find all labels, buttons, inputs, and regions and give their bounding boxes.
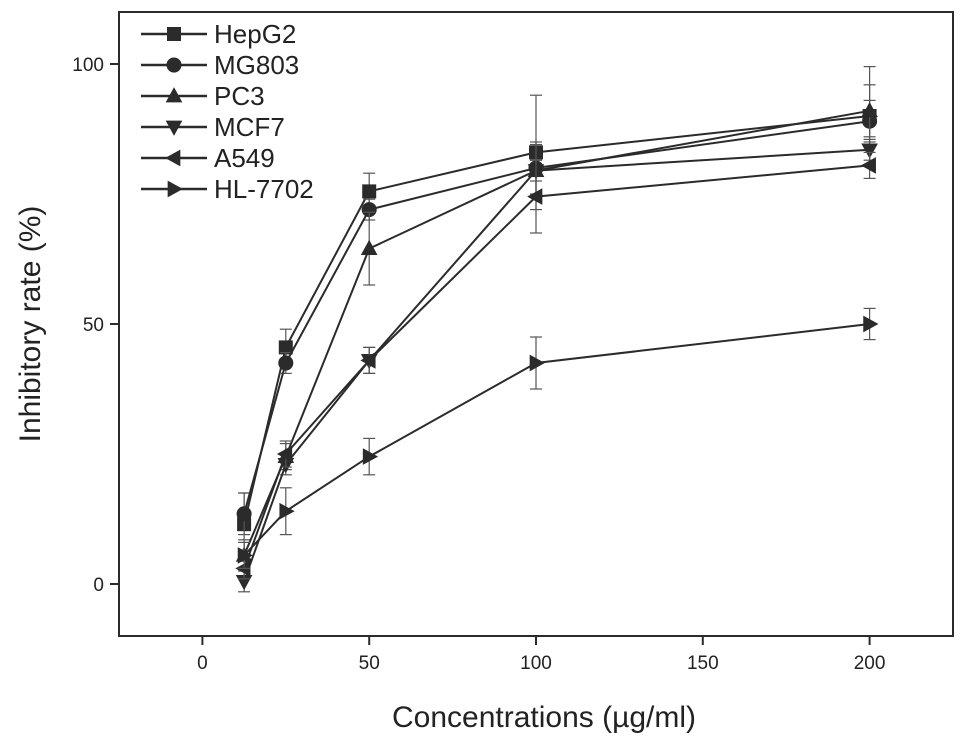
series-hl-7702 bbox=[237, 307, 879, 570]
series-mcf7 bbox=[235, 138, 878, 593]
y-tick-label: 0 bbox=[93, 575, 104, 596]
legend-marker bbox=[167, 180, 183, 198]
legend-marker bbox=[165, 87, 183, 103]
series-hepg2 bbox=[237, 65, 877, 557]
data-point bbox=[527, 188, 543, 205]
x-tick-label: 50 bbox=[359, 653, 380, 674]
legend-marker bbox=[166, 57, 182, 73]
data-point bbox=[237, 547, 253, 564]
legend-item-pc3: PC3 bbox=[141, 81, 265, 111]
legend-item-hl-7702: HL-7702 bbox=[141, 174, 314, 204]
data-point bbox=[863, 315, 879, 333]
x-axis-ticks: 0 50 100 150 200 bbox=[197, 636, 885, 674]
data-point bbox=[279, 502, 295, 520]
y-axis-title: Inhibitory rate (%) bbox=[14, 206, 47, 443]
data-point bbox=[860, 157, 876, 174]
data-point bbox=[362, 184, 377, 199]
data-point bbox=[278, 355, 294, 371]
series-line bbox=[243, 164, 870, 569]
data-point bbox=[529, 354, 545, 372]
y-tick-label: 100 bbox=[72, 55, 104, 76]
legend-marker bbox=[165, 149, 181, 167]
data-point bbox=[236, 506, 252, 522]
legend-marker bbox=[165, 120, 183, 136]
y-axis-ticks: 0 50 100 bbox=[72, 55, 119, 596]
data-point bbox=[360, 352, 376, 369]
legend-item-mcf7: MCF7 bbox=[141, 112, 285, 142]
series-line bbox=[243, 109, 870, 556]
legend-item-hepg2: HepG2 bbox=[141, 19, 296, 49]
legend-label: MCF7 bbox=[214, 112, 285, 142]
series-a549 bbox=[235, 151, 876, 580]
legend-label: A549 bbox=[214, 143, 275, 173]
legend-label: PC3 bbox=[214, 81, 265, 111]
legend-item-mg803: MG803 bbox=[141, 50, 299, 80]
series-line bbox=[243, 115, 870, 525]
legend-marker bbox=[167, 27, 181, 41]
legend-item-a549: A549 bbox=[141, 143, 275, 173]
legend-label: HepG2 bbox=[214, 19, 296, 49]
x-tick-label: 100 bbox=[520, 653, 552, 674]
data-point bbox=[861, 143, 878, 159]
series-layer bbox=[235, 65, 879, 593]
data-point bbox=[861, 101, 878, 118]
series-pc3 bbox=[235, 84, 878, 572]
x-tick-label: 200 bbox=[854, 653, 886, 674]
data-point bbox=[360, 239, 378, 255]
legend-label: MG803 bbox=[214, 50, 299, 80]
x-tick-label: 0 bbox=[197, 653, 208, 674]
y-tick-label: 50 bbox=[83, 315, 104, 336]
series-line bbox=[243, 148, 870, 582]
x-tick-label: 150 bbox=[687, 653, 719, 674]
series-line bbox=[243, 323, 870, 557]
series-line bbox=[243, 120, 870, 515]
data-point bbox=[278, 340, 293, 355]
series-mg803 bbox=[236, 99, 878, 536]
legend-label: HL-7702 bbox=[214, 174, 314, 204]
data-point bbox=[362, 448, 379, 465]
data-point bbox=[276, 445, 293, 463]
x-axis-title: Concentrations (µg/ml) bbox=[392, 701, 696, 734]
